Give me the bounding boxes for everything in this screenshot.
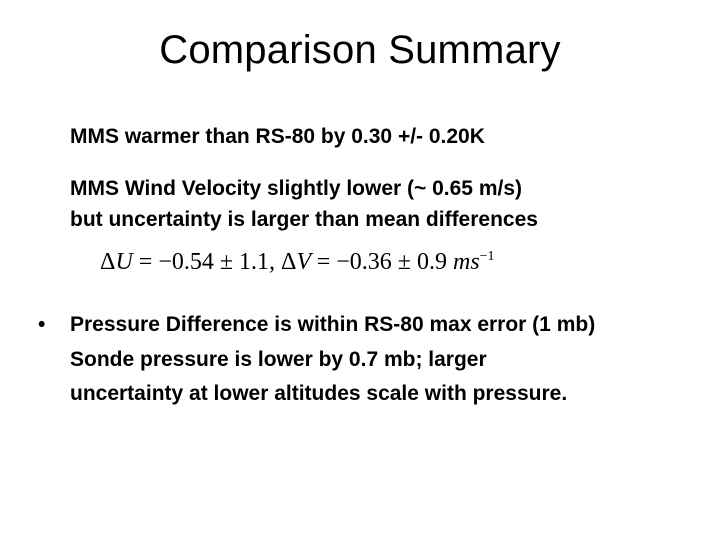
text-line: uncertainty at lower altitudes scale wit… (70, 379, 660, 409)
slide-body: MMS warmer than RS-80 by 0.30 +/- 0.20K … (70, 122, 660, 409)
eq-unit: ms (453, 249, 480, 275)
bullet-icon: • (38, 310, 70, 340)
eq-val: −0.54 ± 1.1, (158, 249, 275, 275)
text-line: but uncertainty is larger than mean diff… (70, 205, 660, 235)
text-line: Pressure Difference is within RS-80 max … (70, 310, 660, 340)
bullet-item: • Pressure Difference is within RS-80 ma… (70, 310, 660, 409)
eq-var: V (296, 249, 310, 275)
eq-var: U (115, 249, 132, 275)
eq-unit-exp: −1 (480, 249, 495, 264)
text-block-1: MMS warmer than RS-80 by 0.30 +/- 0.20K (70, 122, 660, 152)
eq-val: −0.36 ± 0.9 (336, 249, 447, 275)
text-line: Sonde pressure is lower by 0.7 mb; large… (70, 345, 660, 375)
bullet-text: Pressure Difference is within RS-80 max … (70, 310, 660, 409)
slide-title: Comparison Summary (0, 28, 720, 73)
slide: Comparison Summary MMS warmer than RS-80… (0, 0, 720, 540)
text-block-2: MMS Wind Velocity slightly lower (~ 0.65… (70, 174, 660, 235)
text-line: MMS Wind Velocity slightly lower (~ 0.65… (70, 174, 660, 204)
equation: ΔU = −0.54 ± 1.1, ΔV = −0.36 ± 0.9 ms−1 (100, 245, 660, 280)
